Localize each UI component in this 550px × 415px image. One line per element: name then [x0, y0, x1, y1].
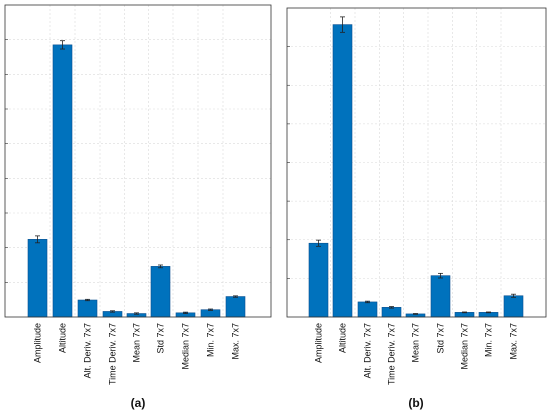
- bar: [357, 301, 378, 318]
- x-tick-label: Altitude: [338, 323, 348, 353]
- x-tick-label: Mean 7x7: [132, 323, 142, 363]
- x-tick-label: Std 7x7: [156, 323, 166, 354]
- x-tick-label: Max. 7x7: [509, 323, 519, 360]
- x-tick-label: Mean 7x7: [411, 323, 421, 363]
- x-tick-label: Median 7x7: [460, 323, 470, 370]
- bar: [77, 299, 98, 318]
- axes-frame: [286, 7, 547, 318]
- x-tick-label: Min. 7x7: [206, 323, 216, 357]
- axes-frame: [4, 4, 272, 318]
- bar: [150, 266, 171, 318]
- panel-label: (b): [408, 396, 423, 410]
- bar: [430, 275, 451, 318]
- x-tick-label: Amplitude: [33, 323, 43, 363]
- bar: [503, 295, 524, 318]
- bar: [332, 24, 353, 318]
- bar: [308, 242, 329, 318]
- bar: [225, 296, 246, 318]
- x-tick-label: Time Deriv. 7x7: [108, 323, 118, 385]
- bar: [27, 239, 48, 318]
- panel-label: (a): [131, 396, 146, 410]
- x-tick-label: Median 7x7: [181, 323, 191, 370]
- x-tick-label: Altitude: [58, 323, 68, 353]
- chart-panel-a: Amplitude Altitude Alt. Deriv. 7x7 Time Der…: [4, 4, 272, 410]
- bar: [52, 44, 73, 318]
- x-tick-label: Alt. Deriv. 7x7: [363, 323, 373, 378]
- x-tick-label: Alt. Deriv. 7x7: [83, 323, 93, 378]
- x-tick-label: Time Deriv. 7x7: [387, 323, 397, 385]
- bar: [381, 307, 402, 318]
- x-tick-label: Max. 7x7: [231, 323, 241, 360]
- chart-panel-b: Amplitude Altitude Alt. Deriv. 7x7 Time Der…: [286, 7, 547, 410]
- x-tick-label: Std 7x7: [436, 323, 446, 354]
- x-tick-label: Min. 7x7: [484, 323, 494, 357]
- x-tick-label: Amplitude: [314, 323, 324, 363]
